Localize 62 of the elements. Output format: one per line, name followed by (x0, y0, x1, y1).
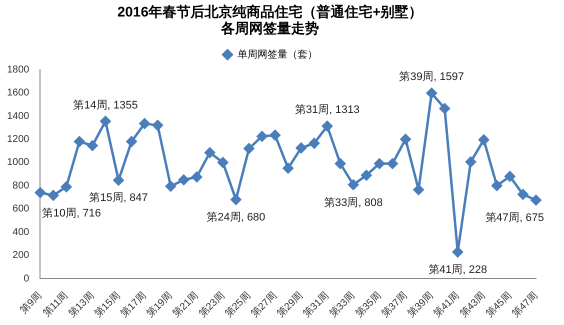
point (74, 136, 85, 147)
y-tick-label: 1000 (6, 157, 30, 168)
point (178, 174, 190, 186)
y-tick-label: 0 (24, 273, 30, 284)
data-label: 第33周, 808 (324, 196, 383, 209)
point (139, 118, 150, 129)
point (387, 158, 398, 169)
data-label: 第24周, 680 (206, 212, 266, 224)
point (426, 88, 437, 98)
y-tick-label: 800 (12, 180, 30, 192)
point (126, 136, 137, 147)
point (374, 158, 385, 169)
y-tick-label: 1400 (6, 110, 30, 122)
y-tick-label: 1200 (6, 134, 30, 145)
point (165, 180, 176, 192)
point (452, 246, 463, 258)
data-label: 第14周, 1355 (73, 99, 138, 112)
data-label: 第31周, 1313 (294, 104, 360, 116)
point (518, 189, 528, 200)
legend-label: 单周网签量（套） (238, 48, 318, 60)
point (492, 180, 502, 191)
point (34, 187, 46, 198)
point (244, 143, 254, 154)
data-label: 第39周, 1597 (399, 71, 464, 84)
point (413, 184, 424, 195)
y-tick-label: 200 (12, 250, 30, 262)
point (256, 131, 268, 142)
point (348, 179, 359, 190)
y-tick-label: 400 (12, 226, 30, 238)
point (530, 194, 542, 206)
point (439, 103, 450, 114)
point (61, 182, 72, 192)
y-tick-label: 1600 (6, 88, 30, 99)
point (322, 120, 333, 132)
point (282, 163, 294, 174)
data-label: 第15周, 847 (89, 192, 148, 204)
point (400, 134, 411, 144)
y-tick-label: 600 (12, 204, 30, 215)
point (204, 147, 216, 158)
point (87, 140, 98, 151)
point (504, 171, 516, 182)
point (308, 138, 320, 149)
point (192, 172, 202, 182)
point (113, 174, 124, 186)
point (335, 158, 346, 169)
data-label: 第10周, 716 (42, 207, 101, 220)
data-label: 第47周, 675 (485, 212, 544, 224)
x-tick-label: 第9周 (18, 289, 44, 316)
point (466, 156, 476, 168)
point (152, 120, 163, 131)
point (478, 134, 490, 146)
data-label: 第41周, 228 (428, 264, 488, 276)
point (296, 142, 306, 154)
point (270, 130, 280, 140)
point (100, 116, 111, 126)
point (230, 194, 242, 205)
y-tick-label: 1800 (6, 64, 30, 76)
chart-title: 2016年春节后北京纯商品住宅（普通住宅+别墅） (117, 3, 423, 20)
point (218, 157, 228, 168)
point (48, 190, 59, 201)
chart-subtitle: 各周网签量走势 (220, 20, 319, 36)
point (361, 170, 372, 180)
